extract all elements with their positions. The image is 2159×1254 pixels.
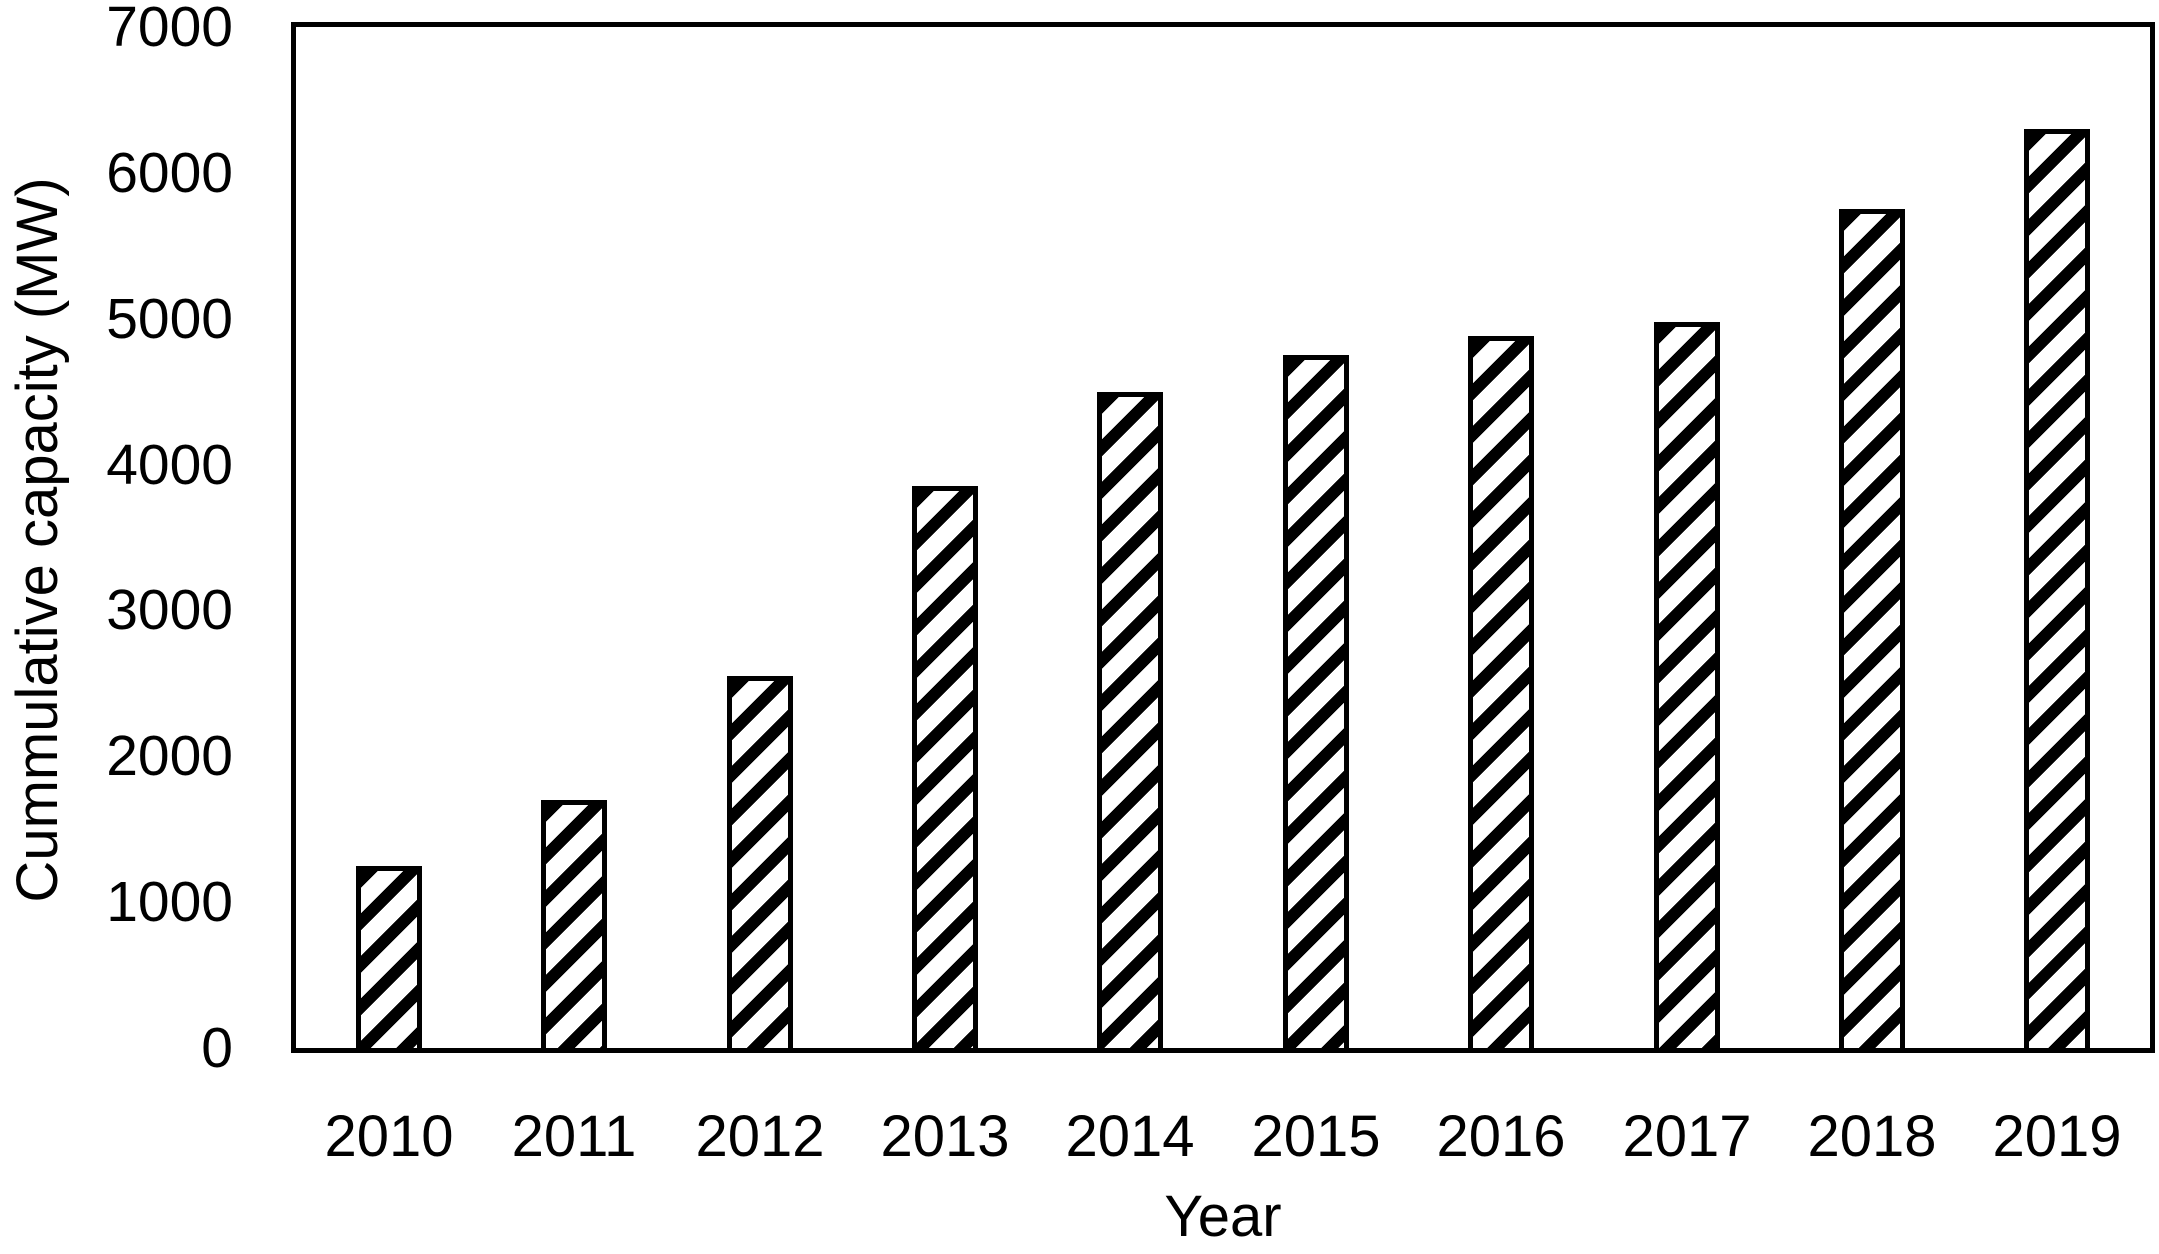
x-tick-label-2019: 2019 (1992, 1104, 2122, 1169)
x-tick-label-2014: 2014 (1065, 1104, 1195, 1169)
y-tick-label: 7000 (106, 0, 233, 59)
bar-2011 (541, 800, 607, 1053)
bar-2010 (356, 866, 422, 1053)
y-tick-label: 6000 (106, 140, 233, 205)
x-tick-label-2015: 2015 (1251, 1104, 1381, 1169)
bar-2013 (912, 486, 978, 1053)
x-tick-label-2010: 2010 (324, 1104, 454, 1169)
bar-2015 (1283, 355, 1349, 1053)
x-tick-label-2018: 2018 (1807, 1104, 1937, 1169)
x-tick-label-2013: 2013 (880, 1104, 1010, 1169)
y-axis-title: Cummulative capacity (MW) (5, 177, 70, 903)
y-tick-label: 5000 (106, 286, 233, 351)
bar-2019 (2024, 129, 2090, 1053)
bar-2017 (1654, 322, 1720, 1053)
x-axis-title: Year (1164, 1184, 1282, 1249)
y-tick-label: 4000 (106, 432, 233, 497)
bar-2012 (727, 676, 793, 1053)
x-tick-label-2016: 2016 (1436, 1104, 1566, 1169)
bar-2018 (1839, 209, 1905, 1053)
y-tick-label: 2000 (106, 724, 233, 789)
bar-2016 (1468, 336, 1534, 1053)
x-tick-label-2017: 2017 (1622, 1104, 1752, 1169)
y-tick-label: 3000 (106, 578, 233, 643)
x-tick-label-2012: 2012 (695, 1104, 825, 1169)
x-tick-label-2011: 2011 (511, 1104, 637, 1169)
y-tick-label: 1000 (106, 870, 233, 935)
y-tick-label: 0 (201, 1016, 233, 1080)
bar-2014 (1097, 392, 1163, 1053)
